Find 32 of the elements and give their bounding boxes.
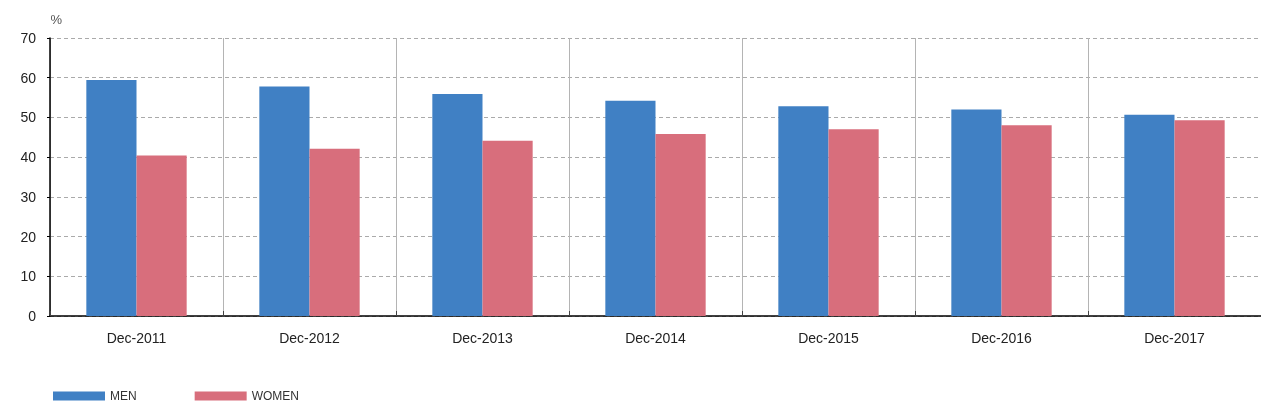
bar	[605, 100, 656, 316]
bar	[1124, 114, 1175, 316]
y-tick-label: 70	[20, 30, 37, 46]
y-axis-title: %	[50, 12, 63, 27]
bar	[482, 140, 533, 316]
bar	[259, 86, 310, 316]
bar	[136, 155, 187, 316]
y-tick-label: 10	[20, 268, 37, 285]
bar	[655, 134, 706, 316]
bar	[309, 148, 360, 316]
y-tick-label: 40	[20, 149, 37, 166]
y-tick-label: 60	[20, 69, 37, 86]
y-tick-label: 30	[20, 188, 37, 205]
x-tick-label: Dec-2015	[798, 330, 860, 346]
bar	[951, 109, 1002, 316]
bar	[1174, 120, 1225, 316]
x-tick-label: Dec-2014	[625, 330, 687, 346]
legend-label: WOMEN	[251, 389, 299, 403]
y-tick-label: 0	[28, 308, 37, 324]
bar	[1001, 125, 1052, 316]
x-tick-label: Dec-2016	[971, 330, 1033, 346]
bar	[432, 94, 483, 316]
bar	[828, 129, 879, 316]
legend-label: MEN	[110, 389, 137, 403]
bar	[778, 106, 829, 316]
y-tick-label: 50	[20, 109, 37, 126]
x-tick-label: Dec-2012	[279, 330, 341, 346]
y-tick-label: 20	[20, 228, 37, 245]
x-tick-label: Dec-2013	[452, 330, 514, 346]
x-tick-label: Dec-2017	[1144, 330, 1206, 346]
bar	[86, 80, 137, 316]
x-tick-label: Dec-2011	[106, 330, 167, 346]
